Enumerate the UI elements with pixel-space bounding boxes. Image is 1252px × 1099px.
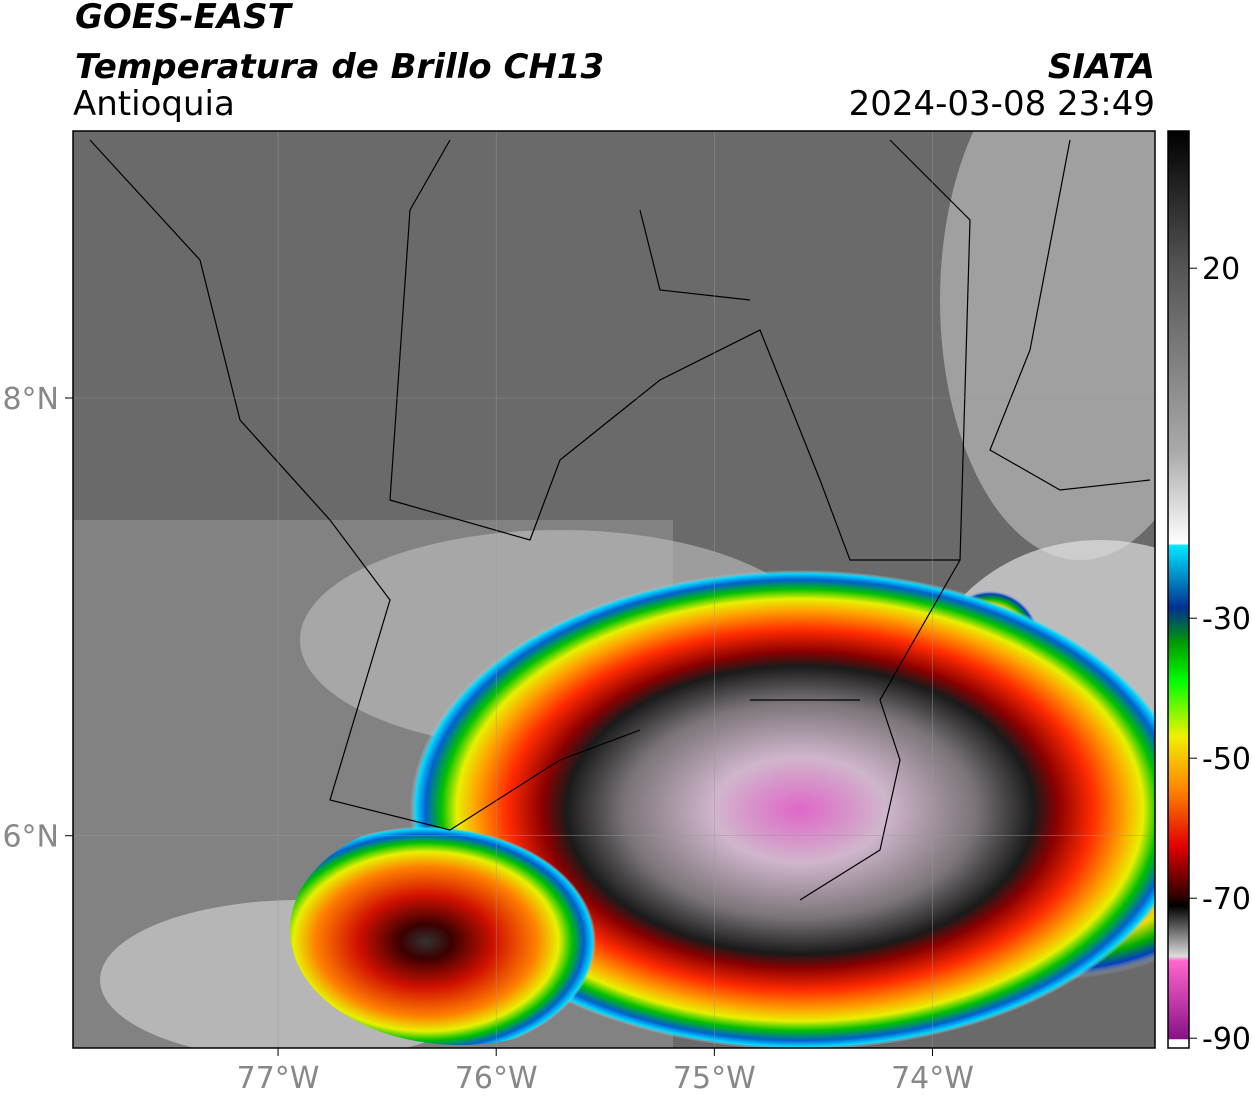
colorbar [1167,130,1190,1049]
grid [73,131,1155,1048]
region: Antioquia [73,84,235,124]
x-tick-label: 74°W [891,1061,974,1096]
colorbar-tick-label: -70 [1202,882,1251,917]
x-tick-label: 77°W [237,1061,320,1096]
colorbar-tick-label: -90 [1202,1022,1251,1057]
map-image [73,131,1155,1048]
subtitle: Temperatura de Brillo CH13 [75,47,604,87]
colorbar-tick-label: 20 [1202,252,1240,287]
x-tick-label: 75°W [673,1061,756,1096]
colorbar-tick-label: -30 [1202,602,1251,637]
map-frame [72,130,1156,1049]
x-tick-label: 76°W [455,1061,538,1096]
y-tick-label: 8°N [2,382,59,417]
title: GOES-EAST [75,0,294,37]
colorbar-tick-label: -50 [1202,742,1251,777]
source: SIATA [1048,47,1155,87]
datetime: 2024-03-08 23:49 [849,84,1155,124]
y-tick-label: 6°N [2,820,59,855]
